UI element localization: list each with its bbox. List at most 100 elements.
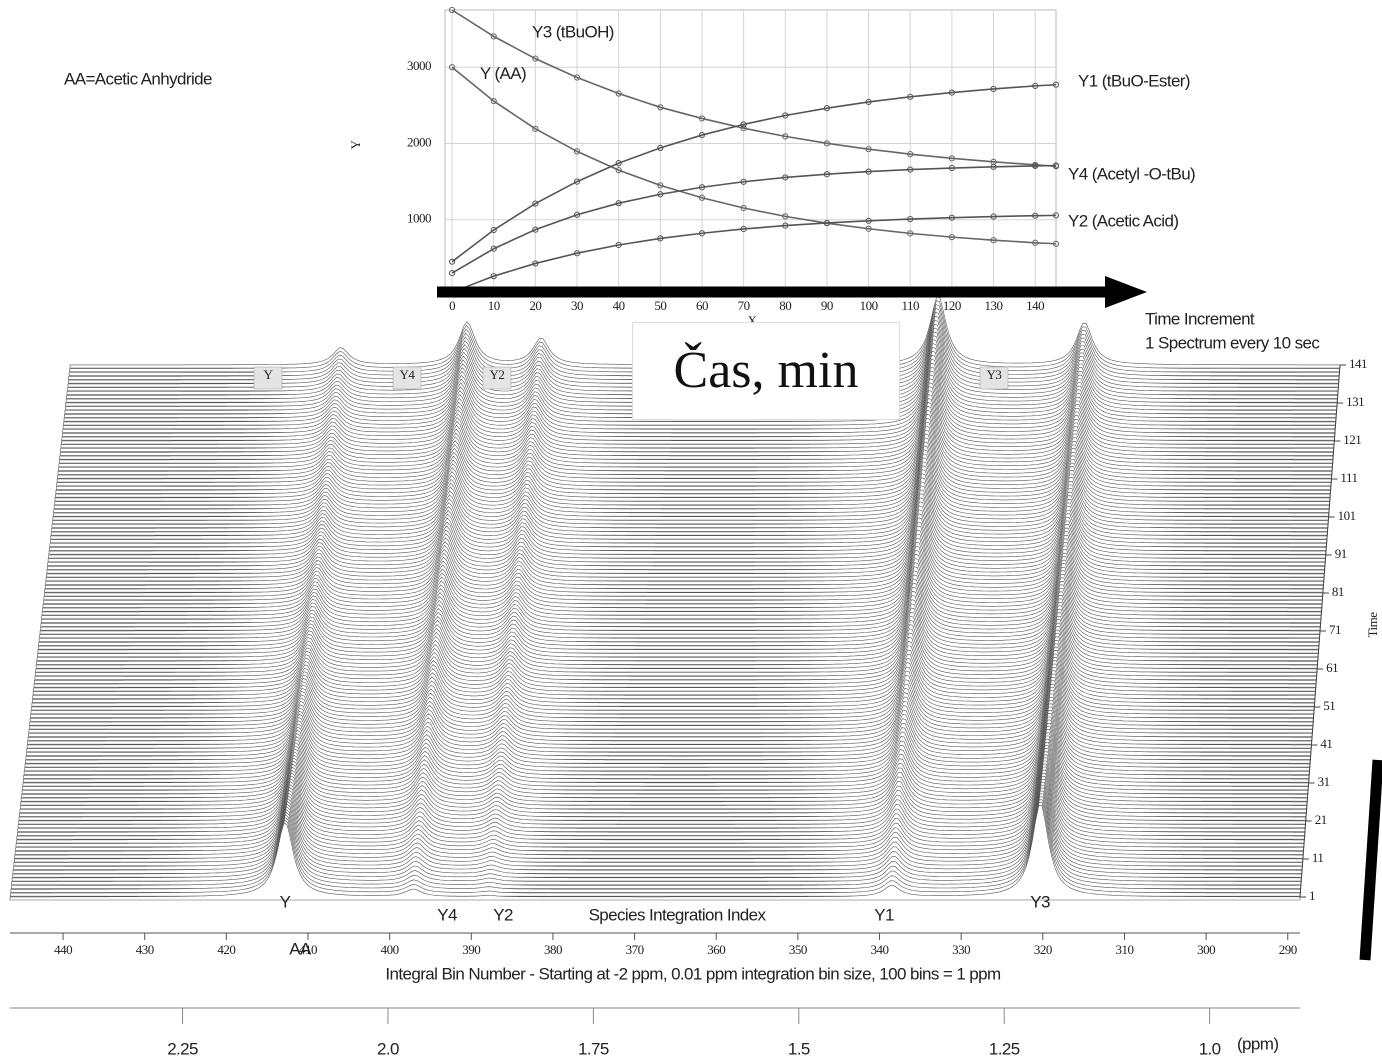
data-point <box>740 178 747 185</box>
data-point <box>615 200 622 207</box>
time-tick-label: 61 <box>1326 660 1338 675</box>
data-point <box>532 226 539 233</box>
x-tick-label: 370 <box>626 942 644 957</box>
data-point <box>698 184 706 191</box>
x-tick-label: 110 <box>901 298 919 313</box>
peak-box-label: Y3 <box>987 367 1002 382</box>
data-point <box>782 174 789 181</box>
data-point <box>698 230 706 237</box>
arrow-head <box>1105 276 1147 308</box>
time-tick-label: 41 <box>1320 736 1332 751</box>
x-tick-label: 70 <box>738 298 750 313</box>
y-tick-label: 2000 <box>407 134 431 149</box>
data-point <box>740 125 747 132</box>
data-point <box>1052 81 1060 88</box>
data-point <box>490 97 497 105</box>
data-point <box>657 104 664 111</box>
time-tick-label: 71 <box>1329 622 1341 637</box>
inset-chart: 0 10 20 30 40 50 60 70 80 90 100 110 120 130 140 1000 20… <box>348 6 1196 328</box>
x-tick-label: 10 <box>488 298 500 313</box>
ppm-tick-label: 1.0 <box>1199 1039 1221 1058</box>
data-point <box>907 230 914 237</box>
time-tick-label: 91 <box>1335 546 1347 561</box>
data-point <box>448 270 456 277</box>
data-point <box>907 93 914 100</box>
data-point <box>698 194 706 201</box>
series-line <box>451 83 1057 263</box>
data-point <box>448 6 456 14</box>
ppm-tick-label: 1.75 <box>578 1039 609 1058</box>
x-tick-label: 330 <box>952 942 970 957</box>
data-point <box>740 121 747 128</box>
data-point <box>1052 212 1060 219</box>
data-point <box>448 258 456 265</box>
x-tick-label: 300 <box>1197 942 1215 957</box>
x-tick-label: 290 <box>1279 942 1297 957</box>
x-tick-label: 90 <box>821 298 833 313</box>
slant-bar <box>1359 759 1382 961</box>
peak-label: Y <box>280 892 291 911</box>
y-axis-label: Y <box>348 139 363 149</box>
y-tick-label: 1000 <box>407 211 431 226</box>
ppm-tick-label: 1.25 <box>989 1039 1020 1058</box>
data-point <box>657 235 664 242</box>
time-title: Time Increment <box>1145 309 1255 328</box>
x-tick-label: 420 <box>217 942 235 957</box>
data-point <box>657 182 664 189</box>
data-point <box>823 171 831 178</box>
time-tick-label: 81 <box>1332 584 1344 599</box>
peak-box-label: Y2 <box>490 367 505 382</box>
peak-label: Y1 <box>874 905 894 924</box>
data-point <box>865 168 872 175</box>
series-label: Y4 (Acetyl -O-tBu) <box>1068 164 1195 183</box>
data-point <box>532 125 539 132</box>
data-point <box>532 55 539 62</box>
time-tick-label: 101 <box>1338 508 1356 523</box>
series-label: Y2 (Acetic Acid) <box>1068 211 1178 230</box>
data-point <box>1032 212 1039 219</box>
x-tick-label: 440 <box>54 942 72 957</box>
data-point <box>573 148 581 155</box>
time-tick-label: 31 <box>1318 774 1330 789</box>
data-point <box>782 133 789 140</box>
x-tick-label: 40 <box>613 298 625 313</box>
x-tick-label: 30 <box>571 298 583 313</box>
data-point <box>823 219 831 227</box>
series-label: Y (AA) <box>479 64 527 83</box>
x-tick-label: 360 <box>707 942 725 957</box>
x-tick-label: 100 <box>860 298 878 313</box>
data-point <box>490 226 497 234</box>
plot-area <box>444 9 1057 297</box>
x-tick-label: 80 <box>779 298 791 313</box>
data-point <box>823 105 831 112</box>
data-point <box>907 215 914 223</box>
index-label: Species Integration Index <box>589 905 767 924</box>
peak-label: Y4 <box>437 905 457 924</box>
data-point <box>448 64 456 71</box>
time-tick-label: 1 <box>1309 888 1315 903</box>
arrow-label: Čas, min <box>632 322 900 420</box>
x-tick-label: 140 <box>1026 298 1044 313</box>
data-point <box>865 98 872 106</box>
data-point <box>573 74 581 81</box>
data-point <box>532 200 539 207</box>
data-point <box>657 144 664 151</box>
data-point <box>573 178 581 185</box>
time-axis-label: Time <box>1365 612 1380 638</box>
data-point <box>865 217 872 224</box>
x-tick-label: 310 <box>1115 942 1133 957</box>
data-point <box>990 213 997 220</box>
x-tick-label: 50 <box>654 298 666 313</box>
x-tick-label: 340 <box>871 942 889 957</box>
data-point <box>490 273 497 280</box>
y-tick-label: 3000 <box>407 58 431 73</box>
peak-box-label: Y <box>264 367 274 382</box>
waterfall: 1112131415161718191101111121131141TimeTi… <box>9 296 1380 1058</box>
data-point <box>1052 162 1060 169</box>
time-subtitle: 1 Spectrum every 10 sec <box>1145 333 1320 352</box>
x-tick-label: 410 <box>299 942 317 957</box>
time-tick-label: 141 <box>1349 356 1367 371</box>
x-tick-label: 320 <box>1034 942 1052 957</box>
data-point <box>615 167 622 174</box>
